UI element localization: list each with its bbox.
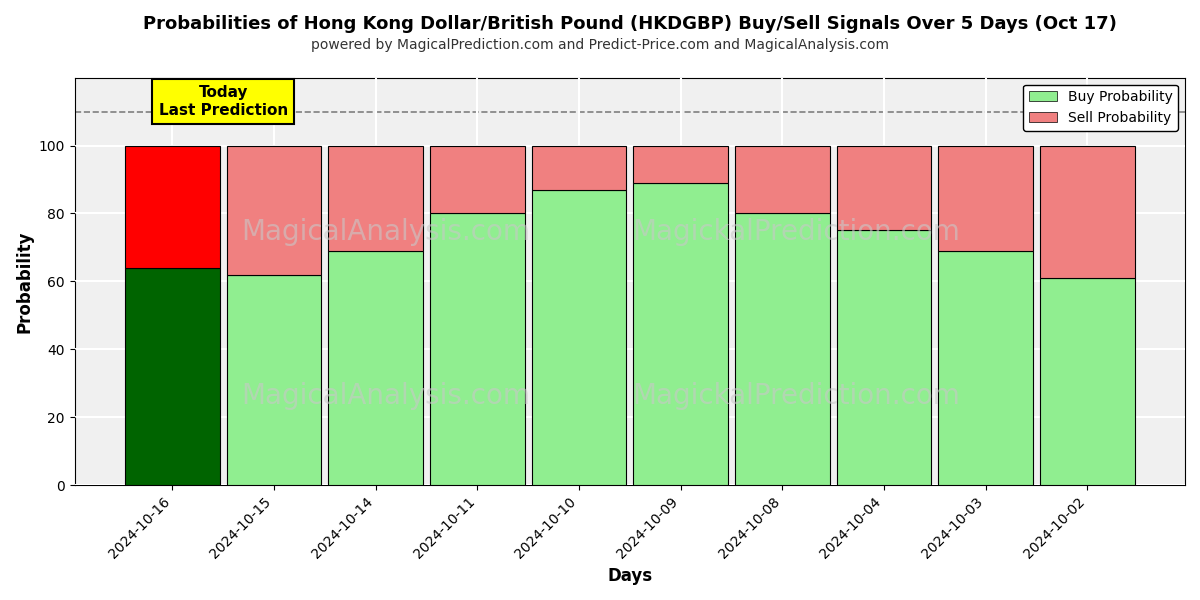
Bar [430, 146, 524, 214]
Bar [938, 146, 1033, 251]
Bar [532, 146, 626, 190]
Bar [634, 183, 728, 485]
Bar [836, 230, 931, 485]
Text: MagickalPrediction.com: MagickalPrediction.com [632, 218, 960, 247]
Bar [1040, 278, 1134, 485]
Bar [430, 214, 524, 485]
Text: Today
Last Prediction: Today Last Prediction [158, 85, 288, 118]
Text: MagicalAnalysis.com: MagicalAnalysis.com [241, 382, 530, 410]
Bar [329, 251, 422, 485]
Bar [938, 251, 1033, 485]
Bar [125, 146, 220, 268]
Bar [227, 146, 322, 275]
Bar [736, 146, 829, 214]
Bar [125, 268, 220, 485]
Text: MagicalAnalysis.com: MagicalAnalysis.com [241, 218, 530, 247]
Bar [634, 146, 728, 183]
Text: MagickalPrediction.com: MagickalPrediction.com [632, 382, 960, 410]
X-axis label: Days: Days [607, 567, 653, 585]
Bar [736, 214, 829, 485]
Bar [227, 275, 322, 485]
Title: Probabilities of Hong Kong Dollar/British Pound (HKDGBP) Buy/Sell Signals Over 5: Probabilities of Hong Kong Dollar/Britis… [143, 15, 1117, 33]
Bar [532, 190, 626, 485]
Bar [1040, 146, 1134, 278]
Bar [836, 146, 931, 230]
Legend: Buy Probability, Sell Probability: Buy Probability, Sell Probability [1024, 85, 1178, 131]
Text: powered by MagicalPrediction.com and Predict-Price.com and MagicalAnalysis.com: powered by MagicalPrediction.com and Pre… [311, 38, 889, 52]
Y-axis label: Probability: Probability [16, 230, 34, 332]
Bar [329, 146, 422, 251]
